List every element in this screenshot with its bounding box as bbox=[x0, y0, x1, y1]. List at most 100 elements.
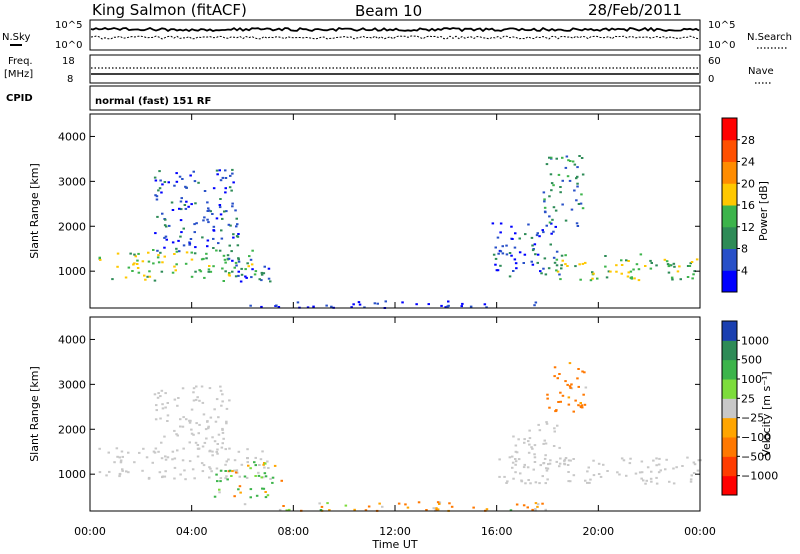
data-cell bbox=[560, 267, 563, 270]
data-cell bbox=[330, 305, 333, 308]
data-cell bbox=[203, 216, 206, 219]
data-cell bbox=[652, 459, 655, 462]
data-cell bbox=[246, 448, 249, 451]
data-cell bbox=[225, 407, 229, 410]
data-cell bbox=[673, 265, 676, 268]
y-tick-label: 3000 bbox=[58, 175, 86, 188]
data-cell bbox=[180, 197, 183, 200]
y-tick-label: 2000 bbox=[58, 220, 86, 233]
data-cell bbox=[499, 222, 503, 225]
data-cell bbox=[228, 274, 231, 277]
data-cell bbox=[201, 401, 205, 404]
data-cell bbox=[499, 250, 503, 253]
data-cell bbox=[524, 482, 527, 485]
data-cell bbox=[543, 200, 546, 203]
data-cell bbox=[553, 261, 557, 264]
data-cell bbox=[550, 156, 553, 159]
data-cell bbox=[640, 460, 644, 463]
data-cell bbox=[161, 407, 165, 410]
data-cell bbox=[296, 301, 300, 304]
data-cell bbox=[158, 187, 162, 190]
data-cell bbox=[545, 224, 548, 227]
data-cell bbox=[225, 460, 228, 463]
data-cell bbox=[224, 463, 227, 466]
data-cell bbox=[591, 271, 594, 274]
data-cell bbox=[247, 464, 250, 467]
data-cell bbox=[235, 235, 239, 238]
colorbar-tick-label: 16 bbox=[741, 199, 755, 212]
data-cell bbox=[262, 463, 265, 466]
data-cell bbox=[689, 478, 693, 481]
data-cell bbox=[218, 488, 221, 491]
data-cell bbox=[196, 455, 200, 458]
data-cell bbox=[572, 474, 576, 477]
data-cell bbox=[219, 198, 222, 200]
data-cell bbox=[227, 458, 230, 461]
data-cell bbox=[251, 268, 254, 271]
data-cell bbox=[164, 235, 168, 238]
data-cell bbox=[121, 469, 124, 472]
data-cell bbox=[570, 383, 573, 386]
data-cell bbox=[234, 275, 238, 278]
data-cell bbox=[634, 472, 638, 475]
data-cell bbox=[208, 476, 211, 479]
data-cell bbox=[235, 469, 239, 472]
data-cell bbox=[253, 461, 256, 464]
data-cell bbox=[188, 421, 192, 424]
data-cell bbox=[586, 481, 589, 484]
data-cell bbox=[669, 264, 673, 267]
data-cell bbox=[192, 170, 195, 173]
data-cell bbox=[234, 261, 238, 264]
data-cell bbox=[177, 239, 180, 242]
data-cell bbox=[556, 377, 559, 380]
data-cell bbox=[572, 410, 575, 413]
noise-sky-trace bbox=[90, 26, 700, 33]
data-cell bbox=[561, 179, 564, 182]
data-cell bbox=[564, 166, 568, 169]
data-cell bbox=[278, 508, 282, 511]
data-cell bbox=[206, 420, 209, 423]
data-cell bbox=[583, 403, 587, 406]
freq-left-tick-top: 18 bbox=[62, 56, 75, 67]
y-tick-label: 4000 bbox=[58, 333, 86, 346]
data-cell bbox=[505, 253, 509, 256]
data-cell bbox=[180, 208, 183, 211]
data-cell bbox=[188, 460, 192, 463]
data-cell bbox=[538, 235, 541, 238]
data-cell bbox=[133, 262, 136, 265]
data-cell bbox=[197, 181, 200, 184]
x-tick-label: 08:00 bbox=[277, 525, 309, 538]
data-cell bbox=[519, 472, 522, 475]
data-cell bbox=[567, 159, 570, 162]
data-cell bbox=[679, 278, 682, 281]
data-cell bbox=[250, 263, 254, 266]
data-cell bbox=[192, 391, 195, 394]
data-cell bbox=[629, 276, 633, 279]
data-cell bbox=[189, 419, 192, 422]
data-cell bbox=[605, 276, 609, 279]
data-cell bbox=[690, 474, 693, 477]
data-cell bbox=[541, 229, 544, 232]
data-cell bbox=[676, 270, 680, 273]
data-cell bbox=[508, 275, 512, 278]
data-cell bbox=[202, 219, 205, 222]
data-cell bbox=[183, 204, 187, 206]
data-cell bbox=[401, 301, 404, 304]
data-cell bbox=[659, 469, 662, 472]
data-cell bbox=[542, 191, 546, 194]
data-cell bbox=[448, 502, 451, 505]
data-cell bbox=[136, 259, 139, 262]
data-cell bbox=[205, 257, 208, 260]
data-cell bbox=[575, 199, 578, 202]
data-cell bbox=[223, 210, 226, 213]
data-cell bbox=[154, 194, 157, 197]
data-cell bbox=[616, 471, 619, 474]
data-cell bbox=[248, 255, 251, 258]
data-cell bbox=[184, 207, 188, 210]
data-cell bbox=[131, 270, 134, 272]
data-cell bbox=[156, 215, 159, 218]
data-cell bbox=[583, 371, 586, 374]
data-cell bbox=[209, 416, 213, 419]
data-cell bbox=[350, 306, 353, 309]
data-cell bbox=[194, 246, 197, 249]
